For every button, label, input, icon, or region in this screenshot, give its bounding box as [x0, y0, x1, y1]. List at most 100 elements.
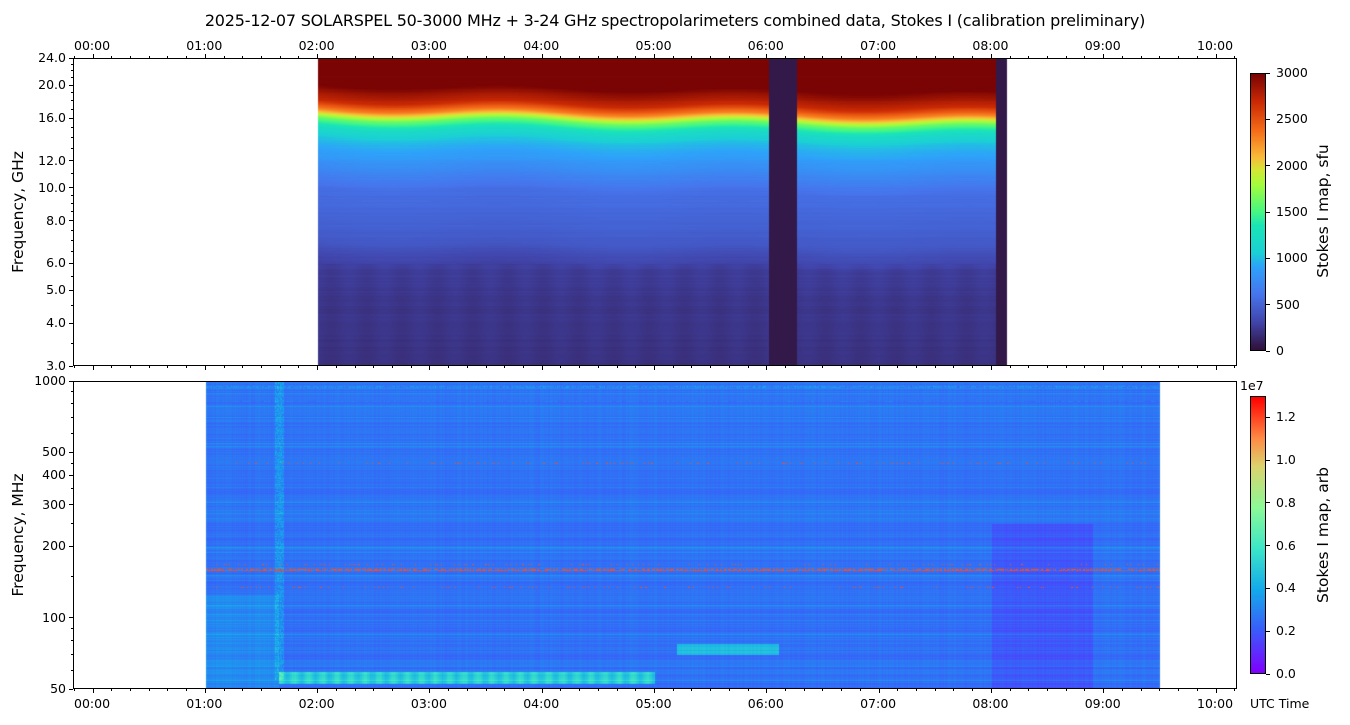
x-minor-tick [579, 56, 581, 58]
x-minor-tick [1196, 366, 1198, 368]
x-minor-tick [391, 689, 393, 691]
y-minor-tick [71, 137, 73, 139]
y-minor-tick [71, 240, 73, 241]
x-minor-tick [597, 56, 599, 58]
x-minor-tick [785, 56, 787, 58]
y-tick-label: 16.0 [38, 110, 66, 126]
x-major-tick [654, 366, 655, 370]
x-minor-tick [934, 366, 936, 368]
y-minor-tick [71, 220, 73, 222]
y-minor-tick [71, 488, 73, 490]
x-minor-tick [410, 56, 412, 58]
y-minor-tick [71, 305, 73, 307]
colorbar-tick-label: 0.0 [1276, 666, 1296, 681]
y-minor-tick [71, 628, 73, 630]
y-tick-label: 200 [42, 538, 66, 554]
x-minor-tick [73, 366, 75, 368]
x-tick-label: 04:00 [523, 696, 560, 711]
x-minor-tick [897, 56, 899, 58]
x-minor-tick [972, 689, 974, 691]
x-major-tick [766, 689, 768, 693]
x-minor-tick [242, 689, 244, 691]
x-major-tick [878, 54, 880, 58]
x-minor-tick [691, 366, 693, 368]
y-minor-tick [71, 100, 73, 102]
x-tick-label: 01:00 [186, 696, 223, 711]
y-tick-label: 50 [50, 681, 66, 696]
x-minor-tick [710, 56, 712, 58]
x-major-tick [429, 54, 431, 58]
y-minor-tick [71, 669, 73, 671]
x-minor-tick [822, 689, 824, 691]
x-minor-tick [223, 366, 225, 368]
colorbar-tick-label: 1.2 [1276, 409, 1296, 425]
x-minor-tick [1140, 689, 1142, 691]
colorbar-tick [1266, 587, 1270, 589]
x-minor-tick [186, 56, 188, 58]
x-minor-tick [841, 689, 843, 691]
y-tick-label: 6.0 [46, 255, 66, 271]
x-minor-tick [260, 56, 262, 58]
x-minor-tick [148, 366, 150, 368]
x-major-tick [1215, 54, 1217, 58]
x-minor-tick [972, 366, 974, 368]
x-minor-tick [1140, 366, 1142, 368]
y-minor-tick [71, 403, 73, 405]
x-minor-tick [111, 366, 113, 368]
x-tick-label: 01:00 [186, 38, 223, 53]
x-minor-tick [129, 366, 131, 368]
x-minor-tick [260, 689, 262, 691]
x-minor-tick [691, 689, 693, 691]
y-major-tick [69, 380, 73, 382]
x-major-tick [541, 689, 543, 693]
y-minor-tick [71, 342, 73, 344]
x-minor-tick [803, 56, 805, 58]
y-minor-tick [71, 70, 73, 72]
x-minor-tick [298, 366, 300, 368]
colorbar-tick-label: 500 [1276, 296, 1300, 312]
x-minor-tick [785, 689, 787, 691]
x-minor-tick [485, 366, 487, 368]
bottom-spectrogram-axes [73, 381, 1237, 689]
y-minor-tick [71, 275, 73, 277]
x-minor-tick [803, 689, 805, 691]
x-minor-tick [522, 56, 524, 58]
x-minor-tick [635, 366, 637, 368]
colorbar-tick-label: 0.2 [1276, 623, 1296, 639]
x-minor-tick [1047, 689, 1049, 691]
x-minor-tick [747, 689, 749, 691]
x-minor-tick [672, 56, 674, 58]
x-minor-tick [728, 56, 730, 58]
x-minor-tick [410, 366, 412, 368]
x-minor-tick [448, 689, 450, 691]
x-minor-tick [466, 56, 468, 58]
y-minor-tick [71, 262, 73, 264]
x-minor-tick [635, 689, 637, 691]
colorbar-tick [1266, 502, 1270, 504]
x-major-tick [541, 54, 543, 58]
x-tick-label: 07:00 [860, 696, 897, 711]
x-minor-tick [1159, 56, 1161, 58]
x-major-tick [429, 366, 431, 370]
x-major-tick [990, 366, 992, 370]
x-minor-tick [1047, 56, 1049, 58]
x-minor-tick [223, 689, 225, 691]
x-minor-tick [1065, 689, 1067, 691]
colorbar-tick [1266, 72, 1270, 74]
x-minor-tick [1234, 366, 1236, 368]
y-minor-tick [71, 433, 73, 435]
x-minor-tick [1084, 366, 1086, 368]
bottom-spectrogram-heatmap [74, 382, 1236, 688]
y-tick-label: 100 [42, 609, 66, 625]
bottom-y-axis-label: Frequency, MHz [9, 473, 27, 597]
x-minor-tick [728, 689, 730, 691]
x-major-tick [1103, 689, 1105, 693]
x-tick-label: 06:00 [747, 38, 784, 53]
y-minor-tick [71, 57, 73, 59]
x-minor-tick [186, 689, 188, 691]
x-minor-tick [1065, 366, 1067, 368]
x-major-tick [92, 366, 94, 370]
x-minor-tick [298, 56, 300, 58]
x-minor-tick [953, 56, 955, 58]
x-minor-tick [822, 366, 824, 368]
